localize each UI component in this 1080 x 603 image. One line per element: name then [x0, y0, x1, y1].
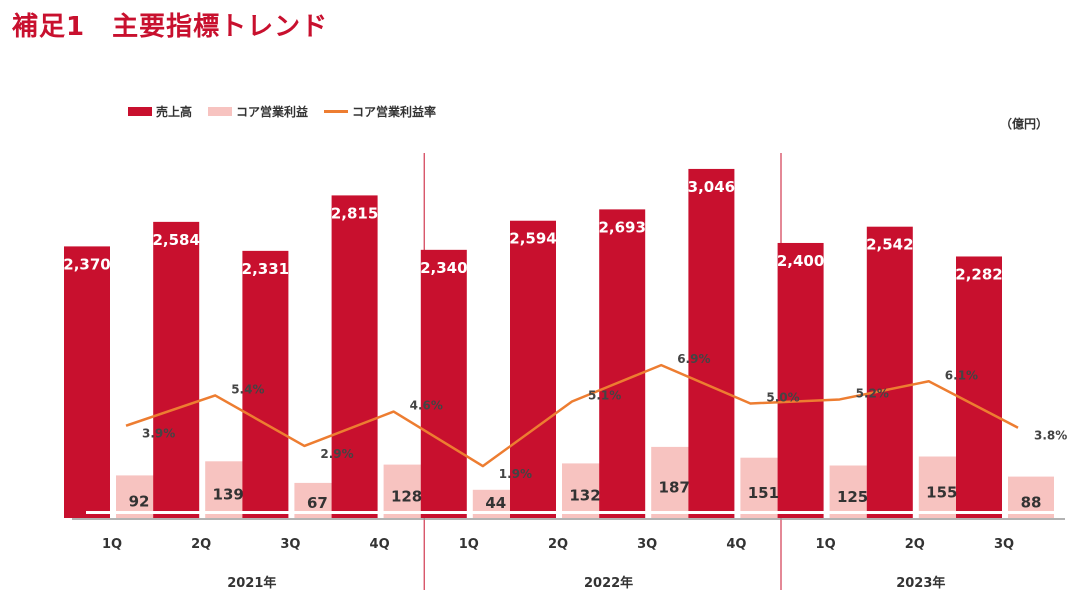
- core-profit-value-label: 155: [926, 483, 957, 501]
- x-tick-label: 1Q: [102, 537, 122, 552]
- legend-item-core-profit: コア営業利益: [208, 103, 308, 120]
- rate-value-label: 4.6%: [410, 399, 443, 413]
- rate-value-label: 6.1%: [945, 368, 978, 382]
- core-profit-value-label: 125: [837, 488, 868, 506]
- x-tick-label: 4Q: [726, 537, 746, 552]
- sales-bar: [688, 168, 735, 518]
- legend-swatch-core-rate: [324, 110, 349, 113]
- core-profit-value-label: 67: [307, 494, 328, 512]
- unit-label: （億円）: [999, 117, 1048, 131]
- sales-bar: [866, 226, 913, 518]
- core-profit-value-label: 92: [129, 493, 150, 511]
- x-tick-label: 3Q: [994, 537, 1014, 552]
- sales-value-label: 2,370: [63, 255, 110, 273]
- x-tick-label: 3Q: [637, 537, 657, 552]
- x-tick-label: 2Q: [191, 537, 211, 552]
- legend-item-core-rate: コア営業利益率: [324, 103, 436, 120]
- page-title: 補足1 主要指標トレンド: [12, 12, 329, 42]
- rate-value-label: 1.9%: [499, 467, 532, 481]
- sales-value-label: 2,282: [955, 265, 1002, 283]
- sales-bar: [64, 246, 110, 518]
- rate-value-label: 2.9%: [320, 447, 353, 461]
- sales-value-label: 2,400: [777, 252, 824, 270]
- rate-value-label: 6.9%: [677, 352, 710, 366]
- core-profit-value-label: 128: [391, 487, 422, 505]
- sales-bar: [153, 221, 200, 518]
- x-tick-label: 2Q: [548, 537, 568, 552]
- rate-value-label: 5.4%: [231, 382, 264, 396]
- year-group-label: 2022年: [584, 575, 633, 591]
- core-profit-value-label: 44: [485, 494, 506, 512]
- axis-band: [86, 511, 1061, 514]
- legend-item-sales: 売上高: [128, 103, 192, 120]
- sales-value-label: 2,594: [509, 230, 556, 248]
- x-tick-label: 4Q: [370, 537, 390, 552]
- sales-value-label: 2,584: [152, 231, 199, 249]
- core-profit-value-label: 187: [659, 478, 690, 496]
- year-group-label: 2021年: [227, 575, 276, 591]
- legend-label-core-rate: コア営業利益率: [352, 105, 437, 119]
- core-profit-value-label: 139: [213, 486, 244, 504]
- legend-swatch-sales: [128, 107, 152, 116]
- sales-bar: [599, 209, 646, 518]
- sales-bar: [420, 249, 467, 518]
- x-tick-label: 1Q: [816, 537, 836, 552]
- sales-bar: [777, 242, 824, 518]
- x-tick-label: 3Q: [280, 537, 300, 552]
- sales-bar: [510, 220, 556, 518]
- x-tick-label: 1Q: [459, 537, 479, 552]
- legend-label-sales: 売上高: [156, 105, 193, 119]
- legend-swatch-core-profit: [208, 107, 233, 116]
- rate-value-label: 3.8%: [1034, 429, 1067, 443]
- sales-value-label: 3,046: [688, 178, 735, 196]
- sales-value-label: 2,693: [598, 218, 645, 236]
- rate-value-label: 5.2%: [856, 386, 889, 400]
- legend: 売上高 コア営業利益 コア営業利益率: [128, 103, 436, 120]
- core-profit-value-label: 132: [569, 487, 600, 505]
- sales-value-label: 2,815: [331, 204, 378, 222]
- legend-label-core-profit: コア営業利益: [236, 105, 309, 119]
- x-tick-label: 2Q: [905, 537, 925, 552]
- core-profit-value-label: 88: [1021, 493, 1042, 511]
- sales-value-label: 2,340: [420, 259, 467, 277]
- sales-bar: [956, 256, 1002, 518]
- rate-value-label: 5.0%: [766, 391, 799, 405]
- core-profit-value-label: 151: [748, 484, 779, 502]
- sales-bar: [331, 195, 378, 518]
- rate-line: [125, 363, 1019, 468]
- rate-value-label: 5.1%: [588, 388, 621, 402]
- sales-bar: [242, 250, 289, 518]
- rate-value-label: 3.9%: [142, 427, 175, 441]
- year-group-label: 2023年: [896, 575, 945, 591]
- sales-value-label: 2,331: [242, 260, 289, 278]
- sales-value-label: 2,542: [866, 236, 913, 254]
